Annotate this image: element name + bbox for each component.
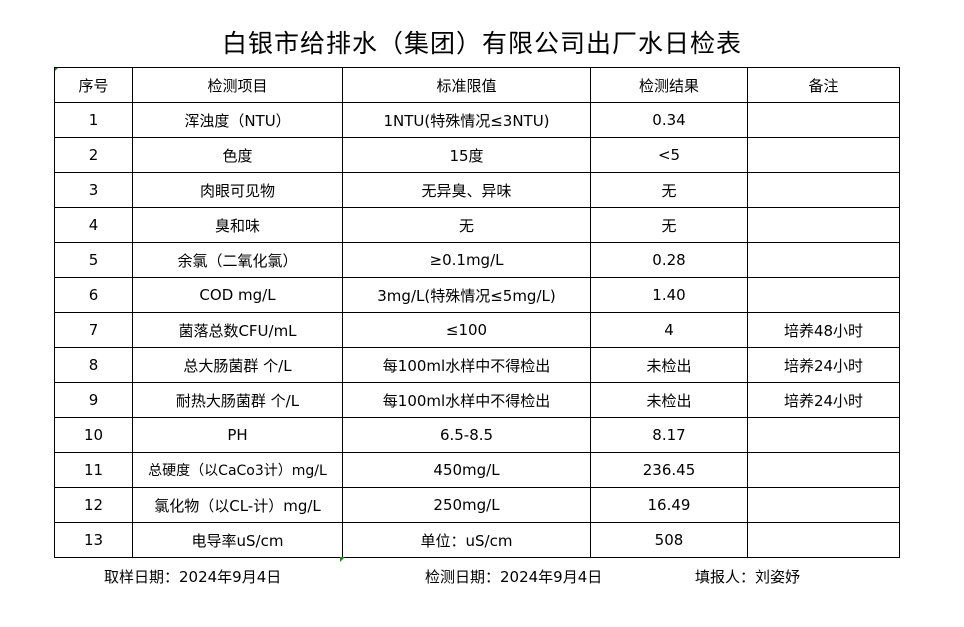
- cell-marker-icon: [340, 557, 345, 562]
- test-result-cell[interactable]: 未检出: [590, 382, 748, 418]
- table-row: 5 余氯（二氧化氯） ≥0.1mg/L 0.28: [54, 242, 900, 278]
- header-cell[interactable]: 检测项目: [132, 67, 343, 103]
- test-result-cell[interactable]: 1.40: [590, 277, 748, 313]
- standard-limit-cell[interactable]: 1NTU(特殊情况≤3NTU): [342, 102, 591, 138]
- header-cell[interactable]: 序号: [54, 67, 133, 103]
- header-cell[interactable]: 标准限值: [342, 67, 591, 103]
- test-item-cell[interactable]: 耐热大肠菌群 个/L: [132, 382, 343, 418]
- sampling-date: 取样日期：2024年9月4日: [104, 568, 282, 586]
- standard-limit-cell[interactable]: 每100ml水样中不得检出: [342, 347, 591, 383]
- test-result-cell[interactable]: 0.34: [590, 102, 748, 138]
- table-row: 4 臭和味无无: [54, 207, 900, 243]
- table-row: 7 菌落总数CFU/mL ≤100 4 培养48小时: [54, 312, 900, 348]
- standard-limit-cell[interactable]: 无异臭、异味: [342, 172, 591, 208]
- header-cell[interactable]: 备注: [747, 67, 900, 103]
- row-number-cell[interactable]: 10: [54, 417, 133, 453]
- test-item-cell[interactable]: 色度: [132, 137, 343, 173]
- table-row: 12 氯化物（以CL-计）mg/L 250mg/L 16.49: [54, 487, 900, 523]
- inspection-table: 序号 检测项目 标准限值 检测结果 备注 1 浑浊度（NTU） 1NTU(特殊情况≤…: [54, 67, 900, 558]
- test-item-cell[interactable]: 浑浊度（NTU）: [132, 102, 343, 138]
- standard-limit-cell[interactable]: 15度: [342, 137, 591, 173]
- table-row: 6 COD mg/L 3mg/L(特殊情况≤5mg/L) 1.40: [54, 277, 900, 313]
- test-item-cell[interactable]: 总大肠菌群 个/L: [132, 347, 343, 383]
- header-cell[interactable]: 检测结果: [590, 67, 748, 103]
- row-number-cell[interactable]: 5: [54, 242, 133, 278]
- test-result-cell[interactable]: 236.45: [590, 452, 748, 488]
- row-number-cell[interactable]: 6: [54, 277, 133, 313]
- test-result-cell[interactable]: 16.49: [590, 487, 748, 523]
- row-number-cell[interactable]: 2: [54, 137, 133, 173]
- row-number-cell[interactable]: 9: [54, 382, 133, 418]
- remark-cell[interactable]: 培养48小时: [747, 312, 900, 348]
- remark-cell[interactable]: [747, 487, 900, 523]
- test-result-cell[interactable]: 8.17: [590, 417, 748, 453]
- remark-cell[interactable]: [747, 172, 900, 208]
- remark-cell[interactable]: [747, 417, 900, 453]
- standard-limit-cell[interactable]: ≥0.1mg/L: [342, 242, 591, 278]
- row-number-cell[interactable]: 1: [54, 102, 133, 138]
- test-item-cell[interactable]: 总硬度（以CaCo3计）mg/L: [132, 452, 343, 488]
- remark-cell[interactable]: [747, 242, 900, 278]
- table-row: 8 总大肠菌群 个/L 每100ml水样中不得检出 未检出 培养24小时: [54, 347, 900, 383]
- table-row: 3 肉眼可见物 无异臭、异味无: [54, 172, 900, 208]
- test-item-cell[interactable]: 臭和味: [132, 207, 343, 243]
- standard-limit-cell[interactable]: 无: [342, 207, 591, 243]
- standard-limit-cell[interactable]: 450mg/L: [342, 452, 591, 488]
- page-title: 白银市给排水（集团）有限公司出厂水日检表: [221, 29, 742, 58]
- table-row: 2 色度 15度 <5: [54, 137, 900, 173]
- row-number-cell[interactable]: 11: [54, 452, 133, 488]
- table-row: 10 PH 6.5-8.5 8.17: [54, 417, 900, 453]
- remark-cell[interactable]: [747, 452, 900, 488]
- remark-cell[interactable]: [747, 522, 900, 558]
- remark-cell[interactable]: [747, 102, 900, 138]
- test-result-cell[interactable]: 508: [590, 522, 748, 558]
- standard-limit-cell[interactable]: 每100ml水样中不得检出: [342, 382, 591, 418]
- row-number-cell[interactable]: 7: [54, 312, 133, 348]
- standard-limit-cell[interactable]: 3mg/L(特殊情况≤5mg/L): [342, 277, 591, 313]
- row-number-cell[interactable]: 13: [54, 522, 133, 558]
- test-result-cell[interactable]: <5: [590, 137, 748, 173]
- standard-limit-cell[interactable]: 250mg/L: [342, 487, 591, 523]
- standard-limit-cell[interactable]: 单位：uS/cm: [342, 522, 591, 558]
- row-number-cell[interactable]: 12: [54, 487, 133, 523]
- remark-cell[interactable]: 培养24小时: [747, 382, 900, 418]
- remark-cell[interactable]: [747, 137, 900, 173]
- standard-limit-cell[interactable]: ≤100: [342, 312, 591, 348]
- table-row: 9 耐热大肠菌群 个/L 每100ml水样中不得检出 未检出 培养24小时: [54, 382, 900, 418]
- test-item-cell[interactable]: 肉眼可见物: [132, 172, 343, 208]
- test-date: 检测日期：2024年9月4日: [425, 568, 603, 586]
- remark-cell[interactable]: [747, 277, 900, 313]
- test-result-cell[interactable]: 0.28: [590, 242, 748, 278]
- test-item-cell[interactable]: COD mg/L: [132, 277, 343, 313]
- table-row: 1 浑浊度（NTU） 1NTU(特殊情况≤3NTU) 0.34: [54, 102, 900, 138]
- standard-limit-cell[interactable]: 6.5-8.5: [342, 417, 591, 453]
- row-number-cell[interactable]: 4: [54, 207, 133, 243]
- test-item-cell[interactable]: 余氯（二氧化氯）: [132, 242, 343, 278]
- remark-cell[interactable]: 培养24小时: [747, 347, 900, 383]
- row-number-cell[interactable]: 8: [54, 347, 133, 383]
- test-item-cell[interactable]: 氯化物（以CL-计）mg/L: [132, 487, 343, 523]
- test-result-cell[interactable]: 4: [590, 312, 748, 348]
- test-item-cell[interactable]: 电导率uS/cm: [132, 522, 343, 558]
- row-number-cell[interactable]: 3: [54, 172, 133, 208]
- test-result-cell[interactable]: 未检出: [590, 347, 748, 383]
- table-row: 13 电导率uS/cm 单位：uS/cm 508: [54, 522, 900, 558]
- table-header-row: 序号 检测项目 标准限值 检测结果 备注: [54, 67, 900, 103]
- test-result-cell[interactable]: 无: [590, 207, 748, 243]
- test-item-cell[interactable]: PH: [132, 417, 343, 453]
- reporter: 填报人：刘姿妤: [695, 568, 801, 586]
- test-item-cell[interactable]: 菌落总数CFU/mL: [132, 312, 343, 348]
- remark-cell[interactable]: [747, 207, 900, 243]
- table-row: 11 总硬度（以CaCo3计）mg/L 450mg/L 236.45: [54, 452, 900, 488]
- test-result-cell[interactable]: 无: [590, 172, 748, 208]
